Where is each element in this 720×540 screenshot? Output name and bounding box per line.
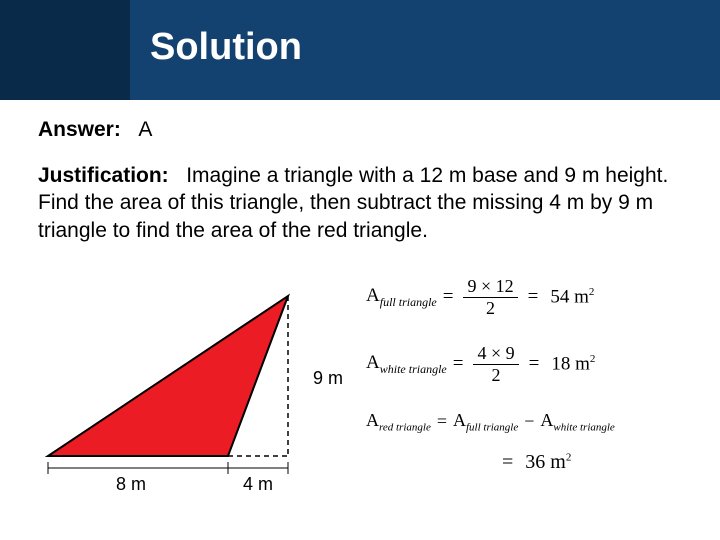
label-base-8: 8 m bbox=[116, 474, 146, 495]
eq3-rhs1: Afull triangle bbox=[453, 410, 518, 434]
answer-value: A bbox=[127, 118, 153, 141]
eq2-fraction: 4 × 9 2 bbox=[473, 343, 518, 386]
triangle-diagram: 9 m 8 m 4 m bbox=[38, 276, 348, 506]
equation-final: = 36 m2 bbox=[496, 451, 682, 474]
equals-sign: = bbox=[437, 411, 447, 432]
header-accent-block bbox=[0, 0, 130, 100]
label-base-4: 4 m bbox=[243, 474, 273, 495]
answer-label: Answer: bbox=[38, 118, 121, 141]
eq1-lhs: Afull triangle bbox=[366, 285, 437, 310]
minus-sign: − bbox=[524, 411, 534, 432]
header-bar: Solution bbox=[0, 0, 720, 100]
equals-sign: = bbox=[528, 286, 539, 308]
equation-red-eq: Ared triangle = Afull triangle − Awhite … bbox=[366, 410, 682, 434]
eq2-lhs: Awhite triangle bbox=[366, 352, 447, 377]
eq4-result: 36 m2 bbox=[525, 451, 571, 474]
eq3-rhs2: Awhite triangle bbox=[540, 410, 614, 434]
justification-label: Justification: bbox=[38, 164, 169, 187]
equals-sign: = bbox=[502, 451, 513, 474]
equation-full-triangle: Afull triangle = 9 × 12 2 = 54 m2 bbox=[366, 276, 682, 319]
red-triangle bbox=[48, 296, 288, 456]
equations-block: Afull triangle = 9 × 12 2 = 54 m2 Awhite… bbox=[348, 276, 682, 506]
diagram-svg bbox=[38, 276, 348, 506]
equals-sign: = bbox=[529, 353, 540, 375]
equals-sign: = bbox=[443, 286, 454, 308]
content-area: Answer: A Justification: Imagine a trian… bbox=[0, 100, 720, 254]
eq1-result: 54 m2 bbox=[550, 286, 594, 308]
eq1-fraction: 9 × 12 2 bbox=[463, 276, 517, 319]
equals-sign: = bbox=[453, 353, 464, 375]
answer-line: Answer: A bbox=[38, 118, 682, 142]
eq3-lhs: Ared triangle bbox=[366, 410, 431, 434]
slide-title: Solution bbox=[150, 26, 302, 69]
lower-row: 9 m 8 m 4 m Afull triangle = 9 × 12 2 = … bbox=[0, 276, 720, 506]
justification-block: Justification: Imagine a triangle with a… bbox=[38, 162, 682, 244]
equation-white-triangle: Awhite triangle = 4 × 9 2 = 18 m2 bbox=[366, 343, 682, 386]
label-height: 9 m bbox=[313, 368, 343, 389]
eq2-result: 18 m2 bbox=[551, 353, 595, 375]
